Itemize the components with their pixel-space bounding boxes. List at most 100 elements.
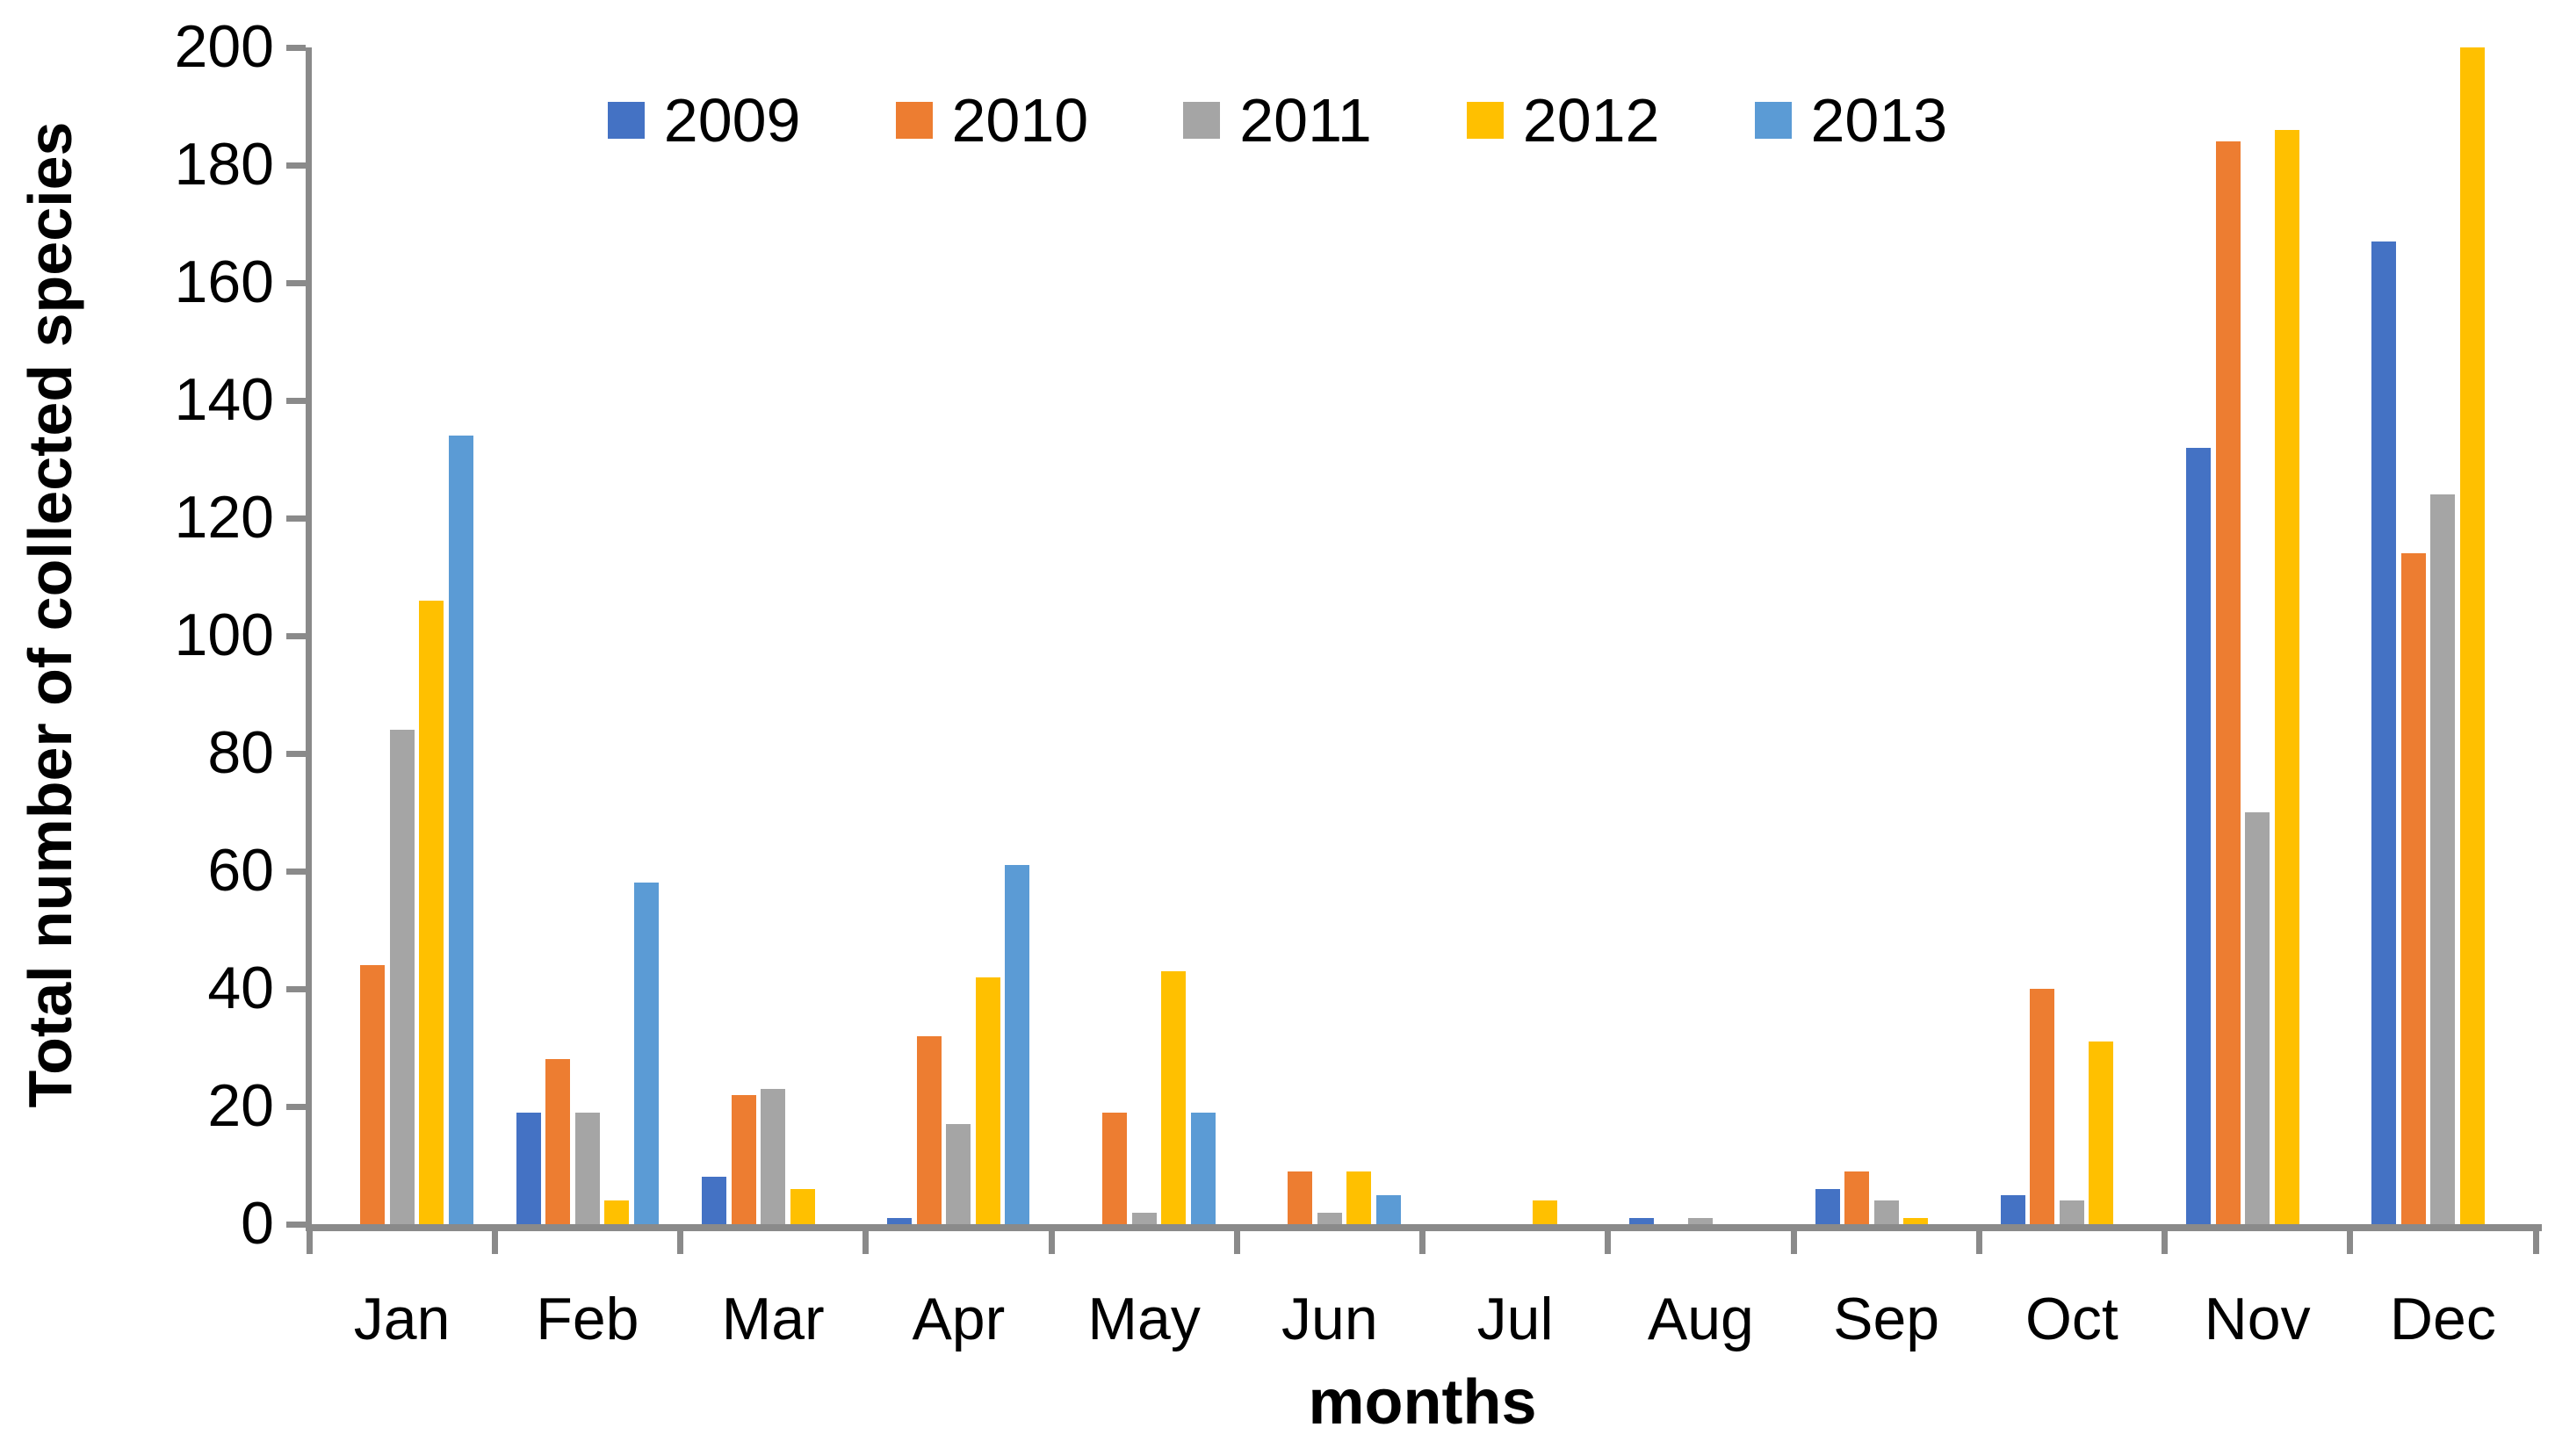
bar-oct-2012 bbox=[2089, 1042, 2114, 1224]
y-tick-label: 80 bbox=[207, 719, 274, 786]
y-tick-label: 120 bbox=[174, 484, 274, 551]
bar-may-2011 bbox=[1131, 1212, 1157, 1224]
legend-label-2013: 2013 bbox=[1810, 86, 1948, 155]
x-axis-tick bbox=[2162, 1231, 2168, 1254]
bar-feb-2010 bbox=[545, 1059, 571, 1224]
x-tick-label-sep: Sep bbox=[1833, 1286, 1940, 1352]
y-tick-label: 0 bbox=[241, 1190, 274, 1257]
bar-sep-2010 bbox=[1844, 1171, 1870, 1224]
x-tick-label-jun: Jun bbox=[1281, 1286, 1378, 1352]
bar-jun-2010 bbox=[1288, 1171, 1313, 1224]
bar-feb-2011 bbox=[574, 1112, 600, 1224]
y-axis-tick bbox=[286, 868, 306, 875]
y-tick-label: 40 bbox=[207, 955, 274, 1021]
bar-dec-2010 bbox=[2400, 553, 2426, 1224]
x-tick-label-apr: Apr bbox=[912, 1286, 1006, 1352]
legend-label-2011: 2011 bbox=[1239, 86, 1372, 155]
legend-swatch-2013 bbox=[1754, 102, 1792, 139]
bar-dec-2011 bbox=[2430, 494, 2456, 1224]
legend-swatch-2012 bbox=[1466, 102, 1504, 139]
bar-may-2013 bbox=[1190, 1112, 1216, 1224]
y-axis-tick bbox=[286, 1103, 306, 1110]
bar-apr-2010 bbox=[916, 1035, 942, 1224]
y-tick-label: 140 bbox=[174, 366, 274, 433]
bar-jun-2012 bbox=[1346, 1171, 1372, 1224]
x-tick-label-jul: Jul bbox=[1476, 1286, 1554, 1352]
x-tick-label-may: May bbox=[1087, 1286, 1201, 1352]
bar-jan-2011 bbox=[389, 730, 415, 1224]
x-axis-tick bbox=[306, 1231, 313, 1254]
y-axis-tick bbox=[286, 515, 306, 522]
x-axis-tick bbox=[1233, 1231, 1240, 1254]
legend-item-2012: 2012 bbox=[1466, 86, 1660, 155]
y-axis-tick bbox=[286, 397, 306, 404]
bar-mar-2011 bbox=[761, 1088, 786, 1224]
plot-area: 0 20 40 60 80 100 120 140 160 180 200 Jan Feb Mar Apr M… bbox=[175, 15, 2539, 1351]
y-axis-line bbox=[306, 47, 312, 1231]
x-tick-label-jan: Jan bbox=[353, 1286, 451, 1352]
bar-mar-2012 bbox=[790, 1188, 815, 1224]
bar-apr-2011 bbox=[946, 1124, 971, 1224]
bar-oct-2010 bbox=[2030, 989, 2055, 1224]
legend-item-2011: 2011 bbox=[1183, 88, 1372, 153]
bar-dec-2012 bbox=[2459, 47, 2485, 1224]
x-tick-label-feb: Feb bbox=[536, 1286, 639, 1352]
legend-label-2012: 2012 bbox=[1522, 86, 1660, 155]
x-tick-label-dec: Dec bbox=[2389, 1286, 2496, 1352]
bar-jul-2012 bbox=[1532, 1200, 1557, 1224]
bar-feb-2009 bbox=[516, 1112, 541, 1224]
x-axis-tick bbox=[2347, 1231, 2354, 1254]
x-axis-tick bbox=[1048, 1231, 1055, 1254]
bar-feb-2013 bbox=[633, 883, 659, 1224]
bar-sep-2011 bbox=[1873, 1200, 1899, 1224]
legend-item-2009: 2009 bbox=[607, 88, 801, 153]
y-axis-tick bbox=[286, 44, 306, 51]
x-axis-tick bbox=[2532, 1231, 2539, 1254]
bar-feb-2012 bbox=[604, 1200, 630, 1224]
y-tick-label: 160 bbox=[174, 249, 274, 315]
x-tick-label-oct: Oct bbox=[2025, 1286, 2118, 1352]
bar-nov-2010 bbox=[2215, 141, 2241, 1224]
legend: 2009 2010 2011 2012 2013 bbox=[0, 88, 2555, 153]
y-axis-tick bbox=[286, 632, 306, 639]
legend-swatch-2009 bbox=[607, 102, 645, 139]
x-axis-tick bbox=[491, 1231, 498, 1254]
bar-nov-2012 bbox=[2274, 129, 2299, 1224]
y-tick-label: 100 bbox=[174, 602, 274, 668]
bar-mar-2009 bbox=[702, 1177, 727, 1224]
x-axis-tick bbox=[1419, 1231, 1425, 1254]
x-axis-tick bbox=[1975, 1231, 1982, 1254]
x-axis-tick bbox=[677, 1231, 683, 1254]
y-axis-tick bbox=[286, 1221, 306, 1228]
x-axis-tick bbox=[1605, 1231, 1612, 1254]
bar-jan-2013 bbox=[448, 436, 473, 1224]
y-axis-tick bbox=[286, 750, 306, 757]
bar-apr-2012 bbox=[975, 977, 1000, 1224]
bar-jun-2013 bbox=[1375, 1194, 1401, 1224]
bar-may-2012 bbox=[1161, 970, 1187, 1224]
y-axis-tick bbox=[286, 162, 306, 169]
bar-apr-2013 bbox=[1005, 865, 1030, 1224]
legend-swatch-2011 bbox=[1183, 102, 1221, 139]
x-axis-line bbox=[306, 1224, 2542, 1231]
legend-label-2010: 2010 bbox=[951, 86, 1089, 155]
bar-sep-2012 bbox=[1903, 1218, 1929, 1224]
x-tick-label-mar: Mar bbox=[721, 1286, 825, 1352]
bar-may-2010 bbox=[1102, 1112, 1128, 1224]
y-tick-label: 200 bbox=[174, 13, 274, 80]
bar-oct-2009 bbox=[2000, 1194, 2025, 1224]
y-axis-tick bbox=[286, 279, 306, 286]
y-tick-label: 20 bbox=[207, 1072, 274, 1139]
bar-nov-2009 bbox=[2186, 447, 2212, 1224]
bar-oct-2011 bbox=[2059, 1200, 2084, 1224]
legend-item-2013: 2013 bbox=[1754, 86, 1948, 155]
bar-dec-2009 bbox=[2371, 241, 2397, 1224]
bar-mar-2010 bbox=[731, 1094, 756, 1224]
bar-jan-2010 bbox=[360, 965, 386, 1224]
x-tick-label-nov: Nov bbox=[2204, 1286, 2311, 1352]
y-tick-label: 60 bbox=[207, 837, 274, 904]
x-tick-label-aug: Aug bbox=[1647, 1286, 1754, 1352]
x-axis-tick bbox=[862, 1231, 870, 1254]
bar-aug-2011 bbox=[1688, 1218, 1714, 1224]
